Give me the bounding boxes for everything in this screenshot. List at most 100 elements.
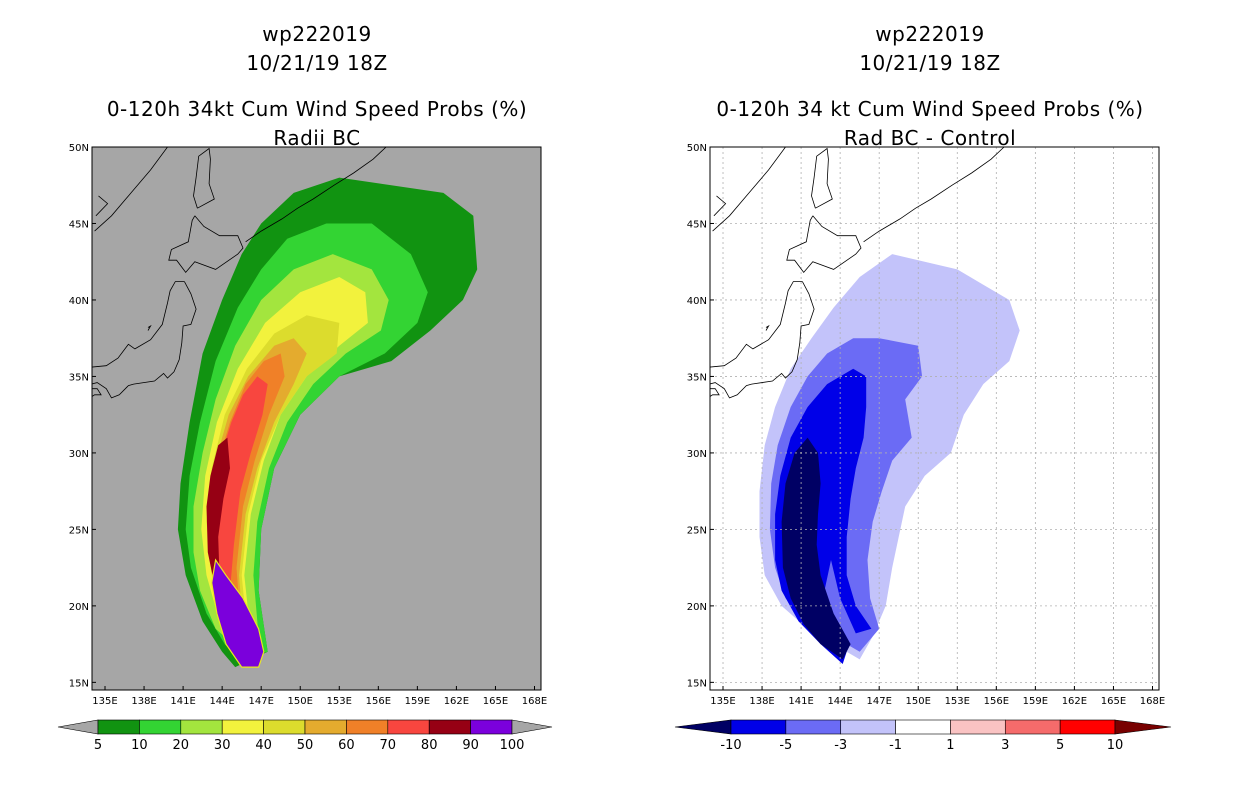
colorbar-label: -10 (720, 738, 741, 753)
contour-level--10 (781, 437, 851, 660)
y-tick-label: 50N (69, 143, 89, 154)
x-tick-label: 156E (366, 696, 391, 707)
coastline-path (765, 324, 770, 331)
coastline-path (786, 215, 862, 274)
colorbar-segment (785, 719, 842, 735)
y-tick-label: 30N (687, 449, 707, 460)
colorbar-segment (346, 719, 389, 735)
x-tick-label: 153E (945, 696, 970, 707)
x-tick-label: 150E (288, 696, 313, 707)
x-tick-label: 135E (92, 696, 117, 707)
x-tick-label: 144E (827, 696, 852, 707)
y-tick-label: 35N (69, 372, 89, 383)
y-tick-label: 40N (69, 296, 89, 307)
axis-ticks: 135E 138E 141E 144E 147E 150E 153E 156E 159E 162E… (69, 143, 547, 707)
colorbar-segment (730, 719, 787, 735)
coastlines (710, 147, 1005, 399)
y-tick-label: 20N (687, 602, 707, 613)
colorbar-label: 50 (297, 738, 314, 753)
coastline-path (147, 324, 152, 331)
colorbar: 5 10 20 30 40 50 60 70 80 90 100 (57, 719, 553, 753)
colorbar-label: 5 (1056, 738, 1064, 753)
x-tick-label: 165E (483, 696, 508, 707)
y-tick-label: 20N (69, 602, 89, 613)
x-tick-label: 138E (749, 696, 774, 707)
contour-level-80 (206, 437, 230, 622)
y-tick-label: 45N (687, 219, 707, 230)
contour-level-70 (214, 376, 268, 629)
colorbar-label: 90 (462, 738, 479, 753)
chart-1-title-line-3: 0-120h 34kt Cum Wind Speed Probs (%) (106, 97, 528, 121)
x-tick-label: 147E (866, 696, 891, 707)
y-tick-label: 35N (687, 372, 707, 383)
x-tick-label: 165E (1101, 696, 1126, 707)
coastline-path (92, 281, 197, 399)
y-tick-label: 45N (69, 219, 89, 230)
coastline-path (92, 281, 185, 368)
x-tick-label: 141E (170, 696, 195, 707)
chart-1-title-line-4: Radii BC (273, 126, 361, 150)
x-tick-label: 159E (405, 696, 430, 707)
colorbar-label: 30 (214, 738, 231, 753)
x-tick-label: 138E (131, 696, 156, 707)
colorbar-label: 80 (421, 738, 438, 753)
contour-level-90 (211, 560, 264, 668)
colorbar: -10 -5 -3 -1 1 3 5 10 (674, 719, 1172, 753)
colorbar-segment (1004, 719, 1061, 735)
y-tick-label: 15N (687, 678, 707, 689)
coastline-path (712, 147, 786, 232)
contour-layer (177, 177, 478, 668)
coastlines (92, 147, 387, 399)
chart-2-title-line-4: Rad BC - Control (843, 126, 1017, 150)
colorbar-segment (139, 719, 182, 735)
colorbar-segment (221, 719, 264, 735)
contour-layer (759, 254, 1020, 664)
colorbar-segment (304, 719, 347, 735)
x-tick-label: 168E (1140, 696, 1165, 707)
x-tick-label: 150E (906, 696, 931, 707)
y-tick-label: 15N (69, 678, 89, 689)
x-tick-label: 162E (1062, 696, 1087, 707)
gridlines (710, 146, 1159, 690)
colorbar-label: -1 (889, 738, 902, 753)
y-tick-label: 25N (69, 525, 89, 536)
colorbar-high-end (511, 719, 553, 735)
x-tick-label: 153E (327, 696, 352, 707)
coastline-path (94, 147, 168, 232)
colorbar-segment (180, 719, 223, 735)
x-tick-label: 162E (444, 696, 469, 707)
coastline-path (193, 147, 215, 209)
x-tick-label: 147E (248, 696, 273, 707)
chart-1-title: wp222019 10/21/19 18Z 0-120h 34kt Cum Wi… (92, 20, 542, 153)
colorbar-segment (97, 719, 140, 735)
colorbar-segment (263, 719, 306, 735)
y-tick-label: 25N (687, 525, 707, 536)
chart-2: 135E 138E 141E 144E 147E 150E 153E 156E 159E 162E… (674, 143, 1172, 753)
plot-frame (91, 146, 542, 691)
y-tick-label: 50N (687, 143, 707, 154)
chart-2-title-line-3: 0-120h 34 kt Cum Wind Speed Probs (%) (716, 97, 1144, 121)
colorbar-label: 1 (946, 738, 954, 753)
coastline-path (245, 147, 387, 243)
colorbar-segment (1059, 719, 1116, 735)
chart-1-title-line-1: wp222019 (262, 22, 372, 46)
x-tick-label: 168E (522, 696, 547, 707)
coastline-path (713, 195, 727, 217)
colorbar-low-end (57, 719, 99, 735)
y-tick-label: 40N (687, 296, 707, 307)
chart-2-title-line-1: wp222019 (875, 22, 985, 46)
colorbar-label: 40 (255, 738, 272, 753)
x-tick-label: 159E (1023, 696, 1048, 707)
coastline-path (710, 388, 720, 397)
x-tick-label: 144E (209, 696, 234, 707)
colorbar-label: 20 (173, 738, 190, 753)
colorbar-low-end (674, 719, 732, 735)
coastline-path (168, 215, 244, 274)
colorbar-label: 100 (500, 738, 525, 753)
x-tick-label: 135E (710, 696, 735, 707)
coastline-path (710, 281, 803, 368)
y-tick-label: 30N (69, 449, 89, 460)
colorbar-segment (428, 719, 471, 735)
chart-1-title-line-2: 10/21/19 18Z (246, 51, 388, 75)
